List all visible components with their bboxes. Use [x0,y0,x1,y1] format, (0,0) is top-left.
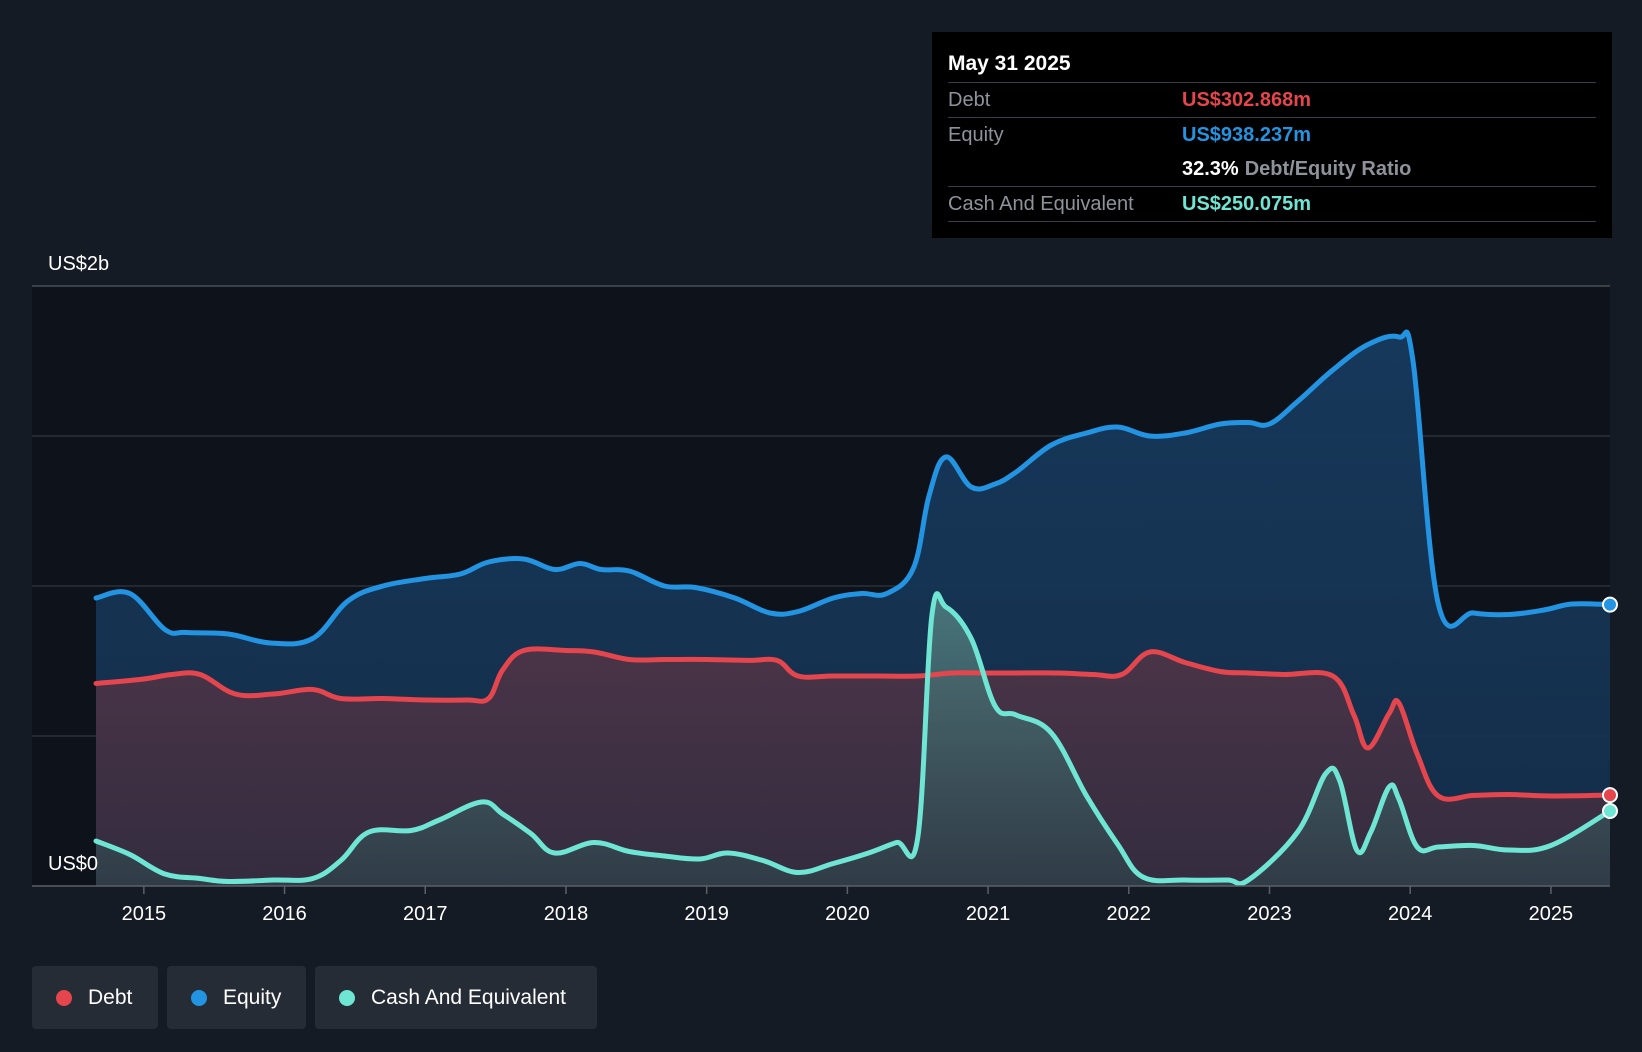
debt-dot-icon [56,989,72,1006]
legend-item-debt[interactable]: Debt [32,966,158,1029]
tooltip-cash-row: Cash And Equivalent US$250.075m [948,187,1596,222]
cash-dot-icon [339,989,355,1006]
equity-line [93,329,1613,647]
tooltip-cash-label: Cash And Equivalent [948,193,1134,215]
x-axis-ticks: 2015 2016 2017 2018 2019 2020 2021 2022 2023 2024… [122,886,1574,925]
x-tick-label: 2015 [122,903,167,925]
x-tick-label: 2019 [684,903,729,925]
equity-dot-icon [191,989,207,1006]
x-tick-label: 2022 [1107,903,1152,925]
tooltip-equity-row: Equity US$938.237m [948,118,1596,152]
legend-debt-label: Debt [88,985,133,1009]
x-tick-label: 2020 [825,903,870,925]
end-markers [1602,596,1618,819]
tooltip-date: May 31 2025 [948,46,1596,83]
legend-item-equity[interactable]: Equity [167,966,306,1029]
equity-end-marker [1602,596,1618,613]
cash-end-marker [1602,803,1618,819]
tooltip-ratio-label: Debt/Equity Ratio [1244,158,1412,180]
tooltip-debt-value: US$302.868m [1182,89,1311,111]
cash-line [93,591,1613,887]
legend-equity-label: Equity [223,985,282,1009]
x-tick-label: 2018 [544,903,589,925]
legend-cash-label: Cash And Equivalent [371,985,566,1009]
x-tick-label: 2017 [403,903,448,925]
tooltip: May 31 2025 Debt US$302.868m Equity US$9… [932,32,1612,238]
tooltip-ratio-row: 32.3% Debt/Equity Ratio [948,152,1596,187]
tooltip-equity-label: Equity [948,124,1004,146]
legend-item-cash[interactable]: Cash And Equivalent [315,966,597,1029]
y-axis-bottom-label: US$0 [48,853,98,875]
legend: Debt Equity Cash And Equivalent [32,966,597,1029]
x-tick-label: 2021 [966,903,1011,925]
debt-end-marker [1602,787,1618,804]
tooltip-ratio-value: 32.3% [1182,158,1239,180]
y-axis-top-label: US$2b [48,253,109,275]
cash-area [96,593,1610,886]
x-tick-label: 2025 [1529,903,1574,925]
x-tick-label: 2024 [1388,903,1433,925]
debt-line [93,646,1613,802]
x-tick-label: 2023 [1247,903,1292,925]
tooltip-cash-value: US$250.075m [1182,193,1311,215]
tooltip-equity-value: US$938.237m [1182,124,1311,146]
x-tick-label: 2016 [262,903,307,925]
tooltip-debt-label: Debt [948,89,991,111]
tooltip-debt-row: Debt US$302.868m [948,83,1596,118]
